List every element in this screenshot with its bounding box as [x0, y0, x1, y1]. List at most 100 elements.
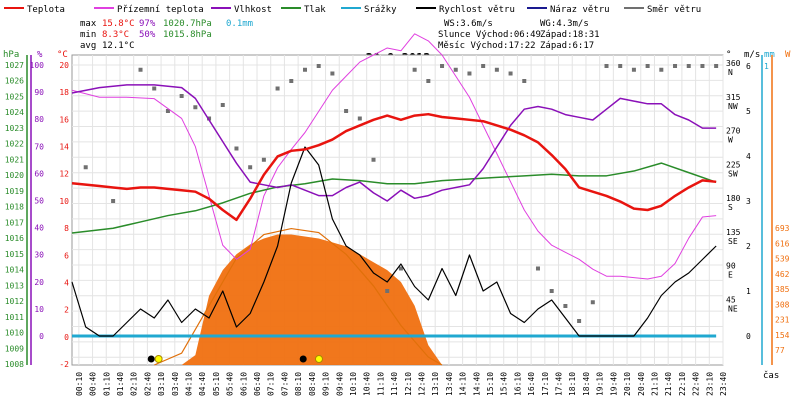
- tick-label-time: 21:10: [650, 372, 659, 396]
- wind-direction-point: [714, 64, 719, 68]
- wind-direction-point: [330, 71, 335, 76]
- tick-label-time: 23:40: [719, 372, 728, 396]
- sunrise-marker: [154, 355, 163, 363]
- axis-header-percent: %: [37, 50, 43, 60]
- tick-label: 1023: [5, 124, 24, 133]
- legend-item-smer-vetru: Směr větru: [624, 5, 701, 15]
- tick-label: 231: [775, 316, 790, 325]
- tick-label: 0: [39, 332, 44, 341]
- wind-direction-point: [289, 79, 294, 83]
- axis-hpa: 1027 1026 1025 1024 1023 1022 1021 1020 1019 1018…: [5, 61, 24, 369]
- tick-label: 16: [59, 115, 69, 124]
- tick-label-time: 04:10: [184, 372, 193, 396]
- tick-label: 6: [64, 251, 69, 260]
- wind-direction-point: [481, 64, 486, 68]
- info-moonrise: Měsíc Východ:17:22: [438, 41, 536, 51]
- wind-direction-point: [344, 109, 349, 113]
- wind-direction-point: [645, 64, 650, 68]
- tick-label-time: 20:40: [637, 372, 646, 396]
- tick-label: 462: [775, 270, 790, 279]
- tick-label-degree: 315: [726, 93, 741, 102]
- series-humidity: [71, 84, 717, 202]
- tick-label: 5: [746, 107, 751, 116]
- axis-header-mm: mm: [764, 50, 775, 60]
- axis-wm2: 693 616 539 462 385 308 231 154 77: [775, 224, 790, 355]
- tick-label-time: 09:10: [322, 372, 331, 396]
- wind-direction-point: [152, 86, 157, 91]
- tick-label-time: 16:40: [527, 372, 536, 396]
- tick-label: 154: [775, 331, 790, 340]
- wind-direction-point: [686, 64, 691, 68]
- tick-label-time: 20:10: [623, 372, 632, 396]
- series-solar-radiation: [72, 234, 717, 365]
- info-sunset: Západ:18:31: [540, 30, 600, 40]
- tick-label-time: 16:10: [513, 372, 522, 396]
- tick-label-time: 10:10: [349, 372, 358, 396]
- tick-label: 4: [746, 152, 751, 161]
- tick-label-time: 18:40: [582, 372, 591, 396]
- tick-label-time: 02:10: [130, 372, 139, 396]
- tick-label-time: 01:40: [116, 372, 125, 396]
- legend-label: Přízemní teplota: [117, 5, 204, 15]
- series-temperature: [71, 112, 717, 222]
- tick-label-time: 00:40: [89, 372, 98, 396]
- tick-label-time: 14:10: [459, 372, 468, 396]
- tick-label: 14: [59, 143, 69, 152]
- axis-header-wm2: W: [785, 50, 791, 60]
- tick-label: 80: [34, 115, 44, 124]
- tick-label: 1027: [5, 61, 24, 70]
- legend-label: Směr větru: [647, 5, 701, 15]
- wind-direction-point: [302, 67, 307, 72]
- sunset-marker: [314, 355, 323, 363]
- tick-label: 40: [34, 224, 44, 233]
- tick-label: -2: [59, 360, 69, 369]
- tick-label: 2: [746, 242, 751, 251]
- wind-direction-point: [590, 300, 595, 305]
- tick-label: 1019: [5, 187, 24, 196]
- wind-direction-point: [316, 64, 321, 68]
- tick-label-time: 17:40: [555, 372, 564, 396]
- tick-label-cardinal: SE: [728, 237, 738, 246]
- legend-label: Vlhkost: [234, 5, 272, 15]
- tick-label-time: 06:10: [239, 372, 248, 396]
- tick-label-degree: 135: [726, 228, 741, 237]
- tick-label-time: 06:40: [253, 372, 262, 396]
- axis-header-degrees: °: [726, 50, 731, 60]
- stats-max-humidity: 97%: [139, 19, 156, 29]
- wind-direction-point: [508, 71, 513, 76]
- wind-direction-point: [604, 64, 609, 68]
- tick-label: 1010: [5, 329, 24, 338]
- tick-label: 8: [64, 224, 69, 233]
- tick-label: 1017: [5, 218, 24, 227]
- wind-direction-point: [494, 67, 499, 72]
- tick-label: 1014: [5, 266, 24, 275]
- tick-label-cardinal: NW: [728, 102, 738, 111]
- tick-label-time: 11:10: [376, 372, 385, 396]
- legend-item-rychlost-vetru: Rychlost větru: [416, 5, 515, 15]
- tick-label: 1015: [5, 250, 24, 259]
- wind-direction-point: [577, 319, 582, 323]
- legend-item-vlhkost: Vlhkost: [211, 5, 272, 15]
- tick-label: 2: [64, 306, 69, 315]
- tick-label: 539: [775, 255, 790, 264]
- tick-label: 1: [764, 62, 769, 71]
- tick-label: 1022: [5, 140, 24, 149]
- tick-label-time: 19:40: [609, 372, 618, 396]
- theoretical-radiation-layer: [153, 227, 443, 366]
- tick-label-time: 23:10: [705, 372, 714, 396]
- axis-ms: 6 5 4 3 2 1 0: [746, 62, 751, 341]
- tick-label: 308: [775, 300, 790, 309]
- x-axis-label: čas: [763, 370, 779, 381]
- tick-label: 20: [34, 278, 44, 287]
- stats-max-temp: 15.8°C: [102, 19, 135, 29]
- tick-label: 77: [775, 346, 785, 355]
- stats-max-pressure: 1020.7hPa: [163, 19, 212, 29]
- axis-time: 00:10 00:40 01:10 01:40 02:10 02:40 03:10 03:40…: [75, 372, 728, 396]
- series-lines-layer: [71, 33, 717, 338]
- tick-label-time: 04:40: [198, 372, 207, 396]
- tick-label-time: 22:40: [692, 372, 701, 396]
- tick-label-cardinal: SW: [728, 169, 738, 178]
- wind-direction-point: [385, 289, 390, 293]
- tick-label-cardinal: N: [728, 68, 733, 77]
